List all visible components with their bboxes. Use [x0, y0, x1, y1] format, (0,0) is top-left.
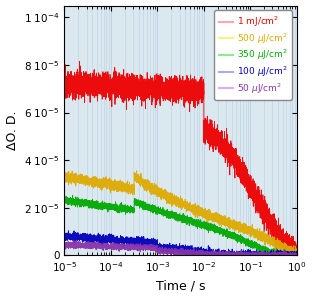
- Legend: 1 mJ/cm$^2$, 500 $\mu$J/cm$^2$, 350 $\mu$J/cm$^2$, 100 $\mu$J/cm$^2$, 50 $\mu$J/: 1 mJ/cm$^2$, 500 $\mu$J/cm$^2$, 350 $\mu…: [214, 10, 292, 100]
- X-axis label: Time / s: Time / s: [156, 280, 205, 292]
- Y-axis label: ΔO. D.: ΔO. D.: [6, 111, 18, 150]
